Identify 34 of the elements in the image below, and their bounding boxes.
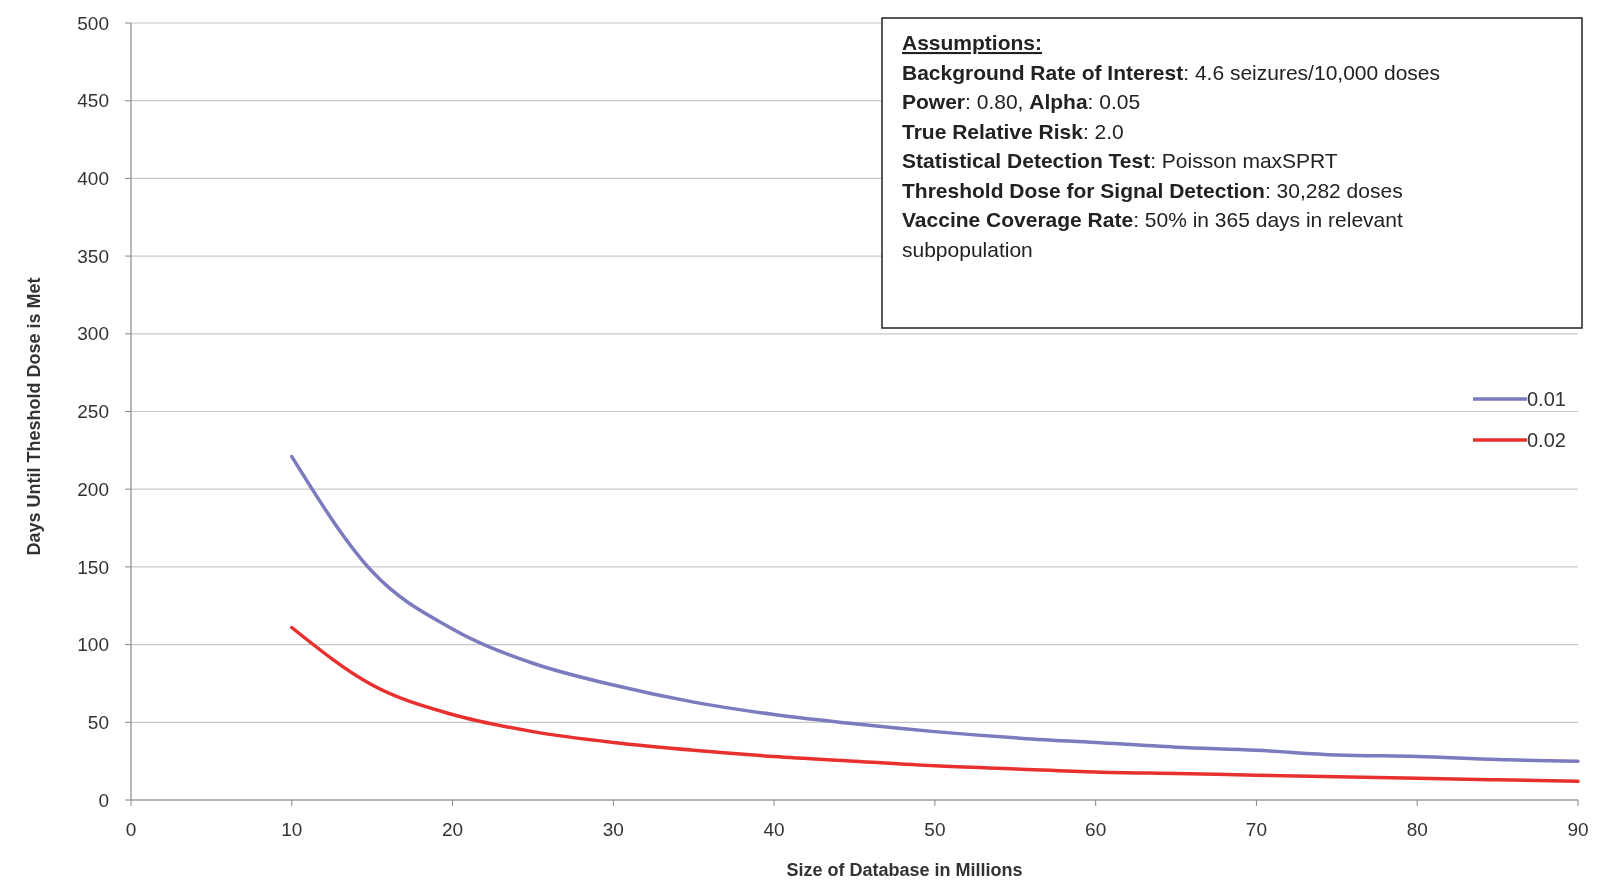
- x-tick-label: 60: [1085, 819, 1107, 840]
- x-tick-label: 70: [1245, 819, 1268, 840]
- y-tick-label: 50: [87, 711, 109, 733]
- y-tick-label: 100: [77, 634, 109, 656]
- y-tick-label: 500: [77, 12, 109, 34]
- y-tick-label: 400: [77, 168, 109, 190]
- y-tick-label: 250: [77, 401, 109, 423]
- annotation: Threshold Dose for Signal Detection: 30,282 doses: [902, 178, 1403, 202]
- annotation: Background Rate of Interest: 4.6 seizures/10,000 doses: [902, 60, 1441, 84]
- legend-label: 0.01: [1527, 388, 1566, 410]
- text: Vaccine Coverage Rate: 50% in 365 days in relevant subpopulation: [902, 208, 1403, 261]
- x-tick-label: 30: [602, 819, 624, 840]
- y-tick-label: 350: [77, 245, 109, 267]
- line-series: [290, 625, 1580, 784]
- x-tick-label: 80: [1406, 819, 1428, 840]
- x-tick-label: 50: [924, 819, 946, 840]
- x-tick-label: 40: [763, 819, 785, 840]
- legend-label: 0.02: [1527, 429, 1566, 451]
- y-tick-label: 0: [98, 789, 109, 811]
- x-tick-label: 90: [1567, 819, 1589, 840]
- annotation: Assumptions:: [902, 31, 1043, 54]
- y-axis-title: Days Until Theshold Dose is Met: [24, 277, 44, 556]
- x-axis-title: Size of Database in Millions: [786, 860, 1023, 880]
- annotation: Statistical Detection Test: Poisson maxSPRT: [902, 149, 1338, 172]
- annotation: Power: 0.80, Alpha: 0.05: [902, 90, 1141, 113]
- x-tick-label: 10: [281, 819, 303, 840]
- y-tick-label: 150: [77, 556, 109, 578]
- line-series: [290, 454, 1580, 763]
- x-tick-label: 20: [441, 819, 464, 840]
- y-tick-label: 200: [77, 478, 109, 500]
- x-tick-label: 0: [125, 819, 137, 840]
- y-tick-label: 300: [77, 323, 109, 345]
- y-tick-label: 450: [77, 90, 109, 112]
- annotation: True Relative Risk: 2.0: [902, 119, 1124, 143]
